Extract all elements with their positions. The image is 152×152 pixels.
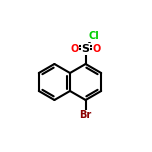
Text: O: O — [93, 44, 101, 54]
Text: Cl: Cl — [88, 31, 99, 41]
Text: S: S — [82, 44, 90, 54]
Text: O: O — [70, 44, 79, 54]
Text: Br: Br — [79, 110, 92, 120]
